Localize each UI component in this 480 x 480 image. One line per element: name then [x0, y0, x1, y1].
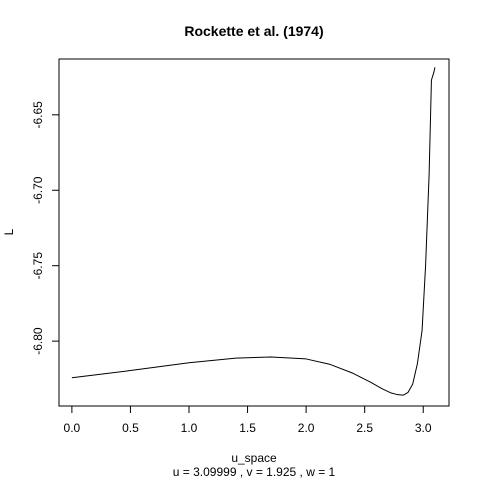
x-axis: 0.0 0.5 1.0 1.5 2.0 2.5 3.0: [64, 405, 432, 435]
x-tick-label: 3.0: [415, 421, 432, 435]
series-layer: [71, 67, 436, 396]
y-tick-label: -6.65: [31, 101, 45, 129]
y-tick-label: -6.75: [31, 252, 45, 280]
x-tick-label: 0.5: [122, 421, 139, 435]
y-axis: -6.65 -6.70 -6.75 -6.80: [31, 101, 60, 355]
x-axis-label: u_space: [231, 451, 277, 465]
chart-subtitle: u = 3.09999 , v = 1.925 , w = 1: [173, 465, 336, 479]
x-tick-label: 1.5: [239, 421, 256, 435]
plot-frame: [58, 58, 450, 407]
y-tick-label: -6.80: [31, 327, 45, 355]
series-line: [71, 67, 436, 396]
chart-title: Rockette et al. (1974): [184, 23, 323, 39]
x-tick-label: 2.0: [298, 421, 315, 435]
x-tick-label: 2.5: [356, 421, 373, 435]
x-tick-label: 1.0: [181, 421, 198, 435]
y-tick-label: -6.70: [31, 176, 45, 204]
x-tick-label: 0.0: [64, 421, 81, 435]
y-axis-label: L: [2, 228, 16, 235]
